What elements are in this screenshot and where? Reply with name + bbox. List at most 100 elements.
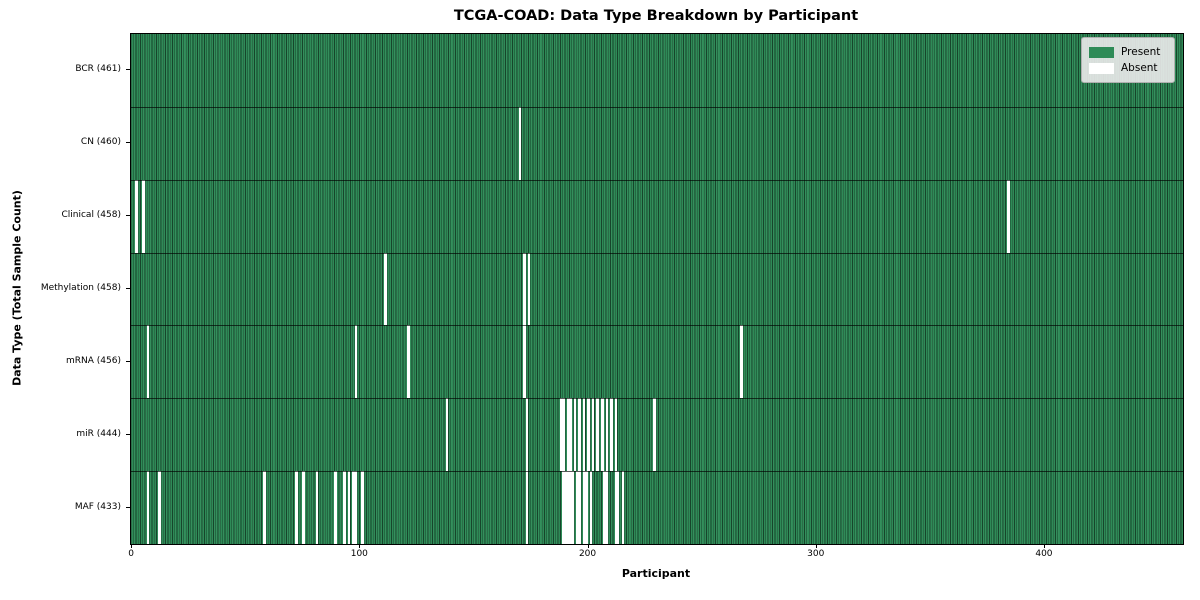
row-band-Methylation — [131, 252, 1183, 326]
row-separator — [131, 325, 1183, 327]
x-axis-title: Participant — [621, 567, 691, 580]
legend-entry-absent: Absent — [1089, 60, 1166, 76]
ytick-mark — [126, 288, 130, 289]
absent-stripe — [445, 398, 449, 472]
absent-stripe — [384, 252, 387, 326]
absent-stripe — [589, 471, 593, 544]
ytick-label-Methylation: Methylation (458) — [40, 283, 121, 293]
absent-stripe — [146, 471, 150, 544]
legend: Present Absent — [1081, 37, 1175, 83]
chart-title: TCGA-COAD: Data Type Breakdown by Partic… — [453, 8, 859, 24]
row-band-Clinical — [131, 179, 1183, 253]
absent-stripe — [354, 325, 358, 399]
row-band-BCR — [131, 34, 1183, 107]
ytick-label-miR: miR (444) — [76, 428, 121, 439]
ytick-mark — [126, 433, 130, 435]
absent-swatch-icon — [1089, 62, 1114, 74]
xtick-mark — [587, 544, 589, 548]
absent-stripe — [407, 325, 410, 399]
absent-stripe — [559, 398, 563, 472]
xtick-label-0: 0 — [128, 549, 134, 559]
absent-stripe — [523, 252, 526, 326]
absent-stripe — [263, 471, 266, 544]
absent-stripe — [610, 398, 613, 472]
row-separator — [131, 179, 1183, 181]
absent-stripe — [582, 398, 586, 472]
legend-label-present: Present — [1121, 46, 1161, 58]
plot-area — [130, 33, 1184, 545]
absent-stripe — [562, 471, 565, 544]
absent-stripe — [596, 398, 599, 472]
absent-stripe — [564, 471, 567, 544]
absent-stripe — [653, 398, 656, 472]
row-band-MAF — [131, 471, 1183, 544]
absent-stripe — [146, 325, 150, 399]
row-separator — [131, 252, 1183, 254]
row-band-mRNA — [131, 325, 1183, 399]
absent-stripe — [158, 471, 161, 544]
absent-stripe — [315, 471, 319, 544]
absent-stripe — [571, 471, 574, 544]
absent-stripe — [135, 179, 138, 253]
ytick-label-mRNA: mRNA (456) — [66, 355, 121, 366]
absent-stripe — [333, 471, 337, 544]
ytick-mark — [126, 506, 130, 508]
absent-stripe — [573, 398, 577, 472]
ytick-label-MAF: MAF (433) — [74, 501, 121, 512]
ytick-mark — [126, 142, 130, 144]
absent-stripe — [587, 398, 590, 472]
absent-stripe — [740, 325, 743, 399]
xtick-label-200: 200 — [578, 549, 597, 559]
ytick-mark — [126, 360, 130, 362]
xtick-label-100: 100 — [350, 549, 368, 559]
absent-stripe — [343, 471, 346, 544]
absent-stripe — [562, 398, 565, 472]
absent-stripe — [605, 471, 609, 544]
absent-stripe — [525, 471, 529, 544]
absent-stripe — [566, 398, 570, 472]
absent-stripe — [1007, 179, 1010, 253]
absent-stripe — [614, 471, 618, 544]
absent-stripe — [569, 398, 572, 472]
absent-stripe — [352, 471, 355, 544]
ytick-mark — [126, 69, 130, 71]
absent-stripe — [518, 106, 522, 180]
absent-stripe — [302, 471, 305, 544]
absent-stripe — [525, 398, 529, 472]
absent-stripe — [591, 398, 595, 472]
y-axis-title: Data Type (Total Sample Count) — [10, 190, 24, 386]
absent-stripe — [614, 398, 618, 472]
absent-stripe — [347, 471, 351, 544]
legend-entry-present: Present — [1089, 44, 1166, 60]
absent-stripe — [361, 471, 364, 544]
absent-stripe — [621, 471, 625, 544]
ytick-mark — [126, 215, 130, 217]
absent-stripe — [578, 471, 581, 544]
absent-stripe — [600, 398, 604, 472]
xtick-mark — [815, 544, 817, 548]
xtick-label-300: 300 — [807, 549, 825, 559]
ytick-label-Clinical: Clinical (458) — [61, 210, 121, 221]
xtick-label-400: 400 — [1035, 549, 1053, 559]
absent-stripe — [605, 398, 609, 472]
present-swatch-icon — [1089, 46, 1114, 58]
absent-stripe — [142, 179, 145, 253]
absent-stripe — [582, 471, 586, 544]
absent-stripe — [603, 471, 606, 544]
absent-stripe — [354, 471, 358, 544]
absent-stripe — [295, 471, 298, 544]
absent-stripe — [566, 471, 570, 544]
row-band-CN — [131, 106, 1183, 180]
row-separator — [131, 471, 1183, 473]
absent-stripe — [616, 471, 620, 544]
row-separator — [131, 106, 1183, 108]
xtick-mark — [131, 544, 133, 548]
ytick-label-CN: CN (460) — [80, 137, 121, 148]
ytick-label-BCR: BCR (461) — [75, 64, 121, 75]
row-separator — [131, 398, 1183, 400]
absent-stripe — [575, 471, 579, 544]
row-band-miR — [131, 398, 1183, 472]
absent-stripe — [578, 398, 581, 472]
absent-stripe — [523, 325, 526, 399]
